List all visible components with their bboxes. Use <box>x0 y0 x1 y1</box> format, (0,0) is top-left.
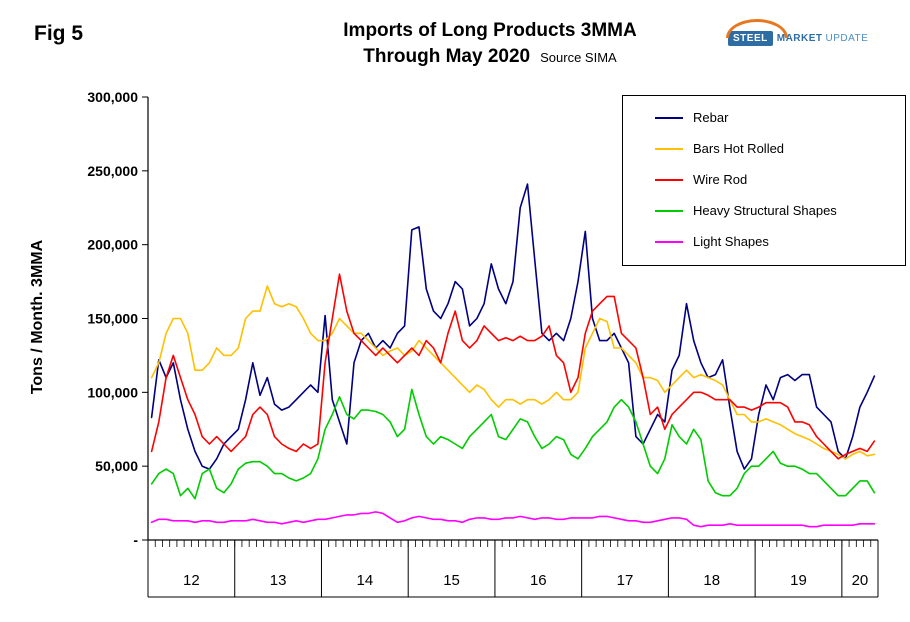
chart-title-line2: Through May 2020 Source SIMA <box>160 44 820 71</box>
legend-swatch-icon <box>655 209 683 212</box>
series-line-bars-hot-rolled <box>150 285 876 460</box>
chart-title: Imports of Long Products 3MMA Through Ma… <box>160 18 820 71</box>
year-label: 17 <box>617 572 634 589</box>
legend-item-light-shapes: Light Shapes <box>655 234 895 249</box>
series-line-rebar <box>150 183 876 470</box>
y-tick-label: 300,000 <box>87 89 138 105</box>
legend-swatch-icon <box>655 147 683 150</box>
year-label: 19 <box>790 572 807 589</box>
series-line-heavy-structural-shapes <box>150 388 876 500</box>
legend-label: Heavy Structural Shapes <box>693 203 837 218</box>
legend-item-wire-rod: Wire Rod <box>655 172 895 187</box>
logo-update-text: UPDATE <box>825 33 869 44</box>
legend-label: Rebar <box>693 110 729 125</box>
year-label: 16 <box>530 572 547 589</box>
legend-swatch-icon <box>655 240 683 243</box>
year-label: 20 <box>852 572 869 589</box>
y-tick-label: 150,000 <box>87 311 138 327</box>
series-line-wire-rod <box>150 273 876 460</box>
series-line-light-shapes <box>150 511 876 528</box>
legend-swatch-icon <box>655 116 683 119</box>
logo-market-text: MARKET <box>776 33 823 44</box>
year-label: 15 <box>443 572 460 589</box>
legend-label: Bars Hot Rolled <box>693 141 785 156</box>
y-tick-label: 200,000 <box>87 237 138 253</box>
y-tick-label: 100,000 <box>87 384 138 400</box>
year-label: 12 <box>183 572 200 589</box>
legend-label: Light Shapes <box>693 234 769 249</box>
legend-swatch-icon <box>655 178 683 181</box>
legend-label: Wire Rod <box>693 172 748 187</box>
y-tick-label: 50,000 <box>95 458 138 474</box>
legend-item-rebar: Rebar <box>655 110 895 125</box>
figure-label: Fig 5 <box>34 22 84 45</box>
legend-item-heavy-structural-shapes: Heavy Structural Shapes <box>655 203 895 218</box>
source-label: Source SIMA <box>540 50 617 65</box>
legend-item-bars-hot-rolled: Bars Hot Rolled <box>655 141 895 156</box>
year-label: 18 <box>703 572 720 589</box>
chart-title-line1: Imports of Long Products 3MMA <box>343 20 637 41</box>
year-label: 13 <box>270 572 287 589</box>
y-tick-label: - <box>133 532 138 548</box>
legend: Rebar Bars Hot Rolled Wire Rod Heavy Struct… <box>622 95 906 266</box>
y-tick-label: 250,000 <box>87 163 138 179</box>
chart-title-line2-text: Through May 2020 <box>363 46 531 67</box>
smu-logo: STEEL MARKET UPDATE <box>726 19 898 54</box>
year-label: 14 <box>356 572 373 589</box>
